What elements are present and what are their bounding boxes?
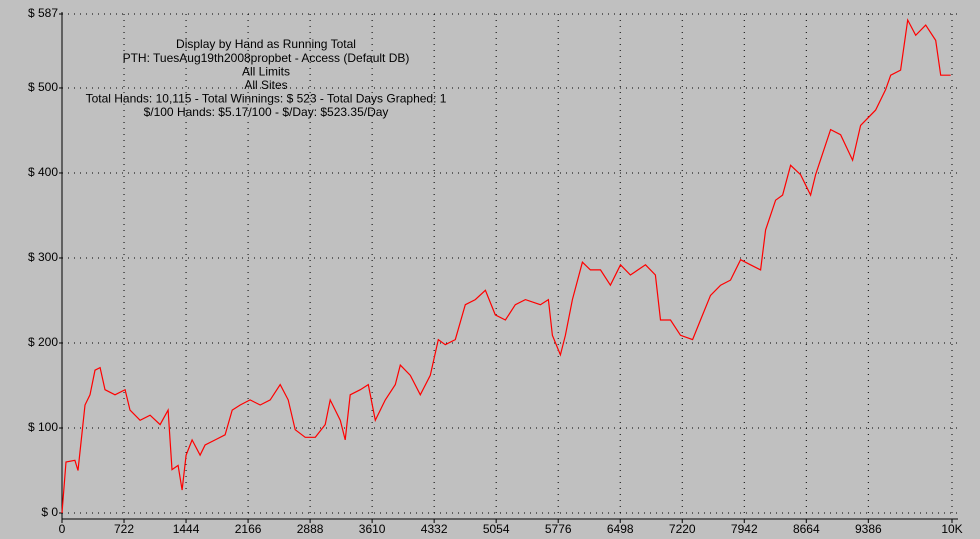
x-tick-label: 722 xyxy=(114,522,134,536)
y-tick-label: $ 0 xyxy=(41,505,58,519)
x-tick-label: 4332 xyxy=(421,522,448,536)
y-tick-label: $ 100 xyxy=(28,420,58,434)
annotation: Display by Hand as Running Total xyxy=(176,37,356,51)
x-tick-label: 2888 xyxy=(297,522,324,536)
x-tick-label: 7942 xyxy=(731,522,758,536)
annotation: $/100 Hands: $5.17/100 - $/Day: $523.35/… xyxy=(144,105,389,119)
x-tick-label: 5054 xyxy=(483,522,510,536)
x-tick-label: 3610 xyxy=(359,522,386,536)
x-tick-label: 5776 xyxy=(545,522,572,536)
annotation: Total Hands: 10,115 - Total Winnings: $ … xyxy=(86,92,447,106)
x-tick-label: 9386 xyxy=(855,522,882,536)
annotation: PTH: TuesAug19th2008propbet - Access (De… xyxy=(123,51,410,65)
y-tick-label: $ 300 xyxy=(28,250,58,264)
annotation: All Limits xyxy=(242,64,290,78)
data-line xyxy=(61,18,951,514)
annotation: All Sites xyxy=(244,78,287,92)
x-tick-label: 8664 xyxy=(793,522,820,536)
y-tick-label: $ 200 xyxy=(28,335,58,349)
x-tick-label: 10K xyxy=(941,522,962,536)
y-tick-label: $ 500 xyxy=(28,80,58,94)
y-tick-label: $ 400 xyxy=(28,165,58,179)
x-tick-label: 6498 xyxy=(607,522,634,536)
x-tick-label: 7220 xyxy=(669,522,696,536)
x-tick-label: 0 xyxy=(59,522,66,536)
x-tick-label: 1444 xyxy=(173,522,200,536)
x-tick-label: 2166 xyxy=(235,522,262,536)
y-tick-label: $ 587 xyxy=(28,6,58,20)
